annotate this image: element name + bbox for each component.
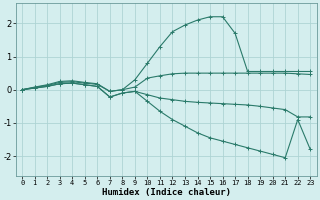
X-axis label: Humidex (Indice chaleur): Humidex (Indice chaleur): [102, 188, 231, 197]
